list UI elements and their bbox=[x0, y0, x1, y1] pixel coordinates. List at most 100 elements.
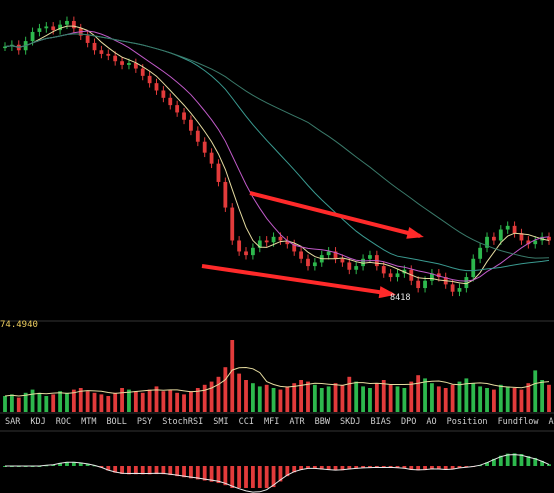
histogram-bar bbox=[189, 466, 193, 479]
histogram-bar bbox=[533, 457, 538, 466]
volume-bar bbox=[99, 394, 104, 412]
candle-body bbox=[65, 20, 69, 25]
histogram-bar bbox=[485, 462, 489, 466]
histogram-bar bbox=[436, 466, 441, 470]
volume-bar bbox=[237, 373, 242, 412]
indicator-tab[interactable]: DPO bbox=[401, 417, 417, 427]
indicator-tab[interactable]: SMI bbox=[213, 417, 229, 427]
histogram-bar bbox=[120, 466, 124, 474]
indicator-tab[interactable]: AO bbox=[426, 417, 437, 427]
histogram-bar bbox=[278, 466, 283, 482]
histogram-bar bbox=[195, 466, 200, 480]
indicator-tab[interactable]: BOLL bbox=[106, 417, 127, 427]
indicator-tab[interactable]: ROC bbox=[55, 417, 72, 427]
histogram-bar bbox=[430, 466, 434, 470]
indicator-tab[interactable]: KDJ bbox=[30, 417, 46, 427]
candle-body bbox=[51, 26, 56, 31]
candle-body bbox=[271, 236, 276, 243]
volume-bar bbox=[464, 378, 469, 412]
histogram-bar bbox=[374, 466, 379, 468]
volume-bar bbox=[209, 381, 214, 412]
trend-arrow bbox=[201, 264, 393, 296]
volume-bar bbox=[512, 388, 517, 412]
histogram-bar bbox=[519, 454, 524, 466]
volume-bar bbox=[58, 391, 62, 412]
histogram-bar bbox=[450, 466, 455, 470]
volume-bar bbox=[230, 340, 235, 412]
volume-bar bbox=[319, 388, 324, 412]
indicator-tab[interactable]: Fundflow bbox=[497, 417, 539, 427]
volume-bar bbox=[395, 386, 400, 412]
candle-body bbox=[354, 266, 359, 270]
indicator-tab[interactable]: MFI bbox=[263, 417, 280, 427]
candle-body bbox=[3, 46, 7, 49]
candle-body bbox=[37, 28, 42, 32]
candle-body bbox=[340, 258, 345, 263]
indicator-tab[interactable]: SAR bbox=[5, 417, 21, 427]
histogram-bar bbox=[395, 466, 400, 468]
histogram-bar bbox=[354, 466, 359, 469]
indicator-tab[interactable]: Position bbox=[446, 417, 488, 427]
candle-body bbox=[30, 31, 35, 42]
volume-bar bbox=[306, 381, 310, 412]
histogram-bar bbox=[361, 466, 365, 469]
volume-bar bbox=[492, 389, 496, 412]
histogram-bar bbox=[505, 453, 510, 466]
indicator-tab[interactable]: AI-NetVOL bbox=[548, 417, 554, 427]
candle-body bbox=[44, 26, 49, 29]
candle-body bbox=[547, 236, 551, 241]
volume-bar bbox=[285, 386, 290, 412]
volume-bar bbox=[450, 384, 455, 412]
volume-bar bbox=[374, 383, 379, 412]
volume-bar bbox=[457, 381, 462, 412]
candle-body bbox=[361, 258, 365, 267]
candle-body bbox=[92, 42, 97, 51]
volume-bar bbox=[168, 389, 173, 412]
indicator-tab[interactable]: ATR bbox=[289, 417, 305, 427]
volume-bar bbox=[519, 389, 524, 412]
candle-body bbox=[140, 68, 145, 76]
volume-bar bbox=[409, 381, 414, 412]
indicator-tab[interactable]: SKDJ bbox=[340, 417, 361, 427]
volume-bar bbox=[9, 394, 14, 412]
indicator-tab[interactable]: BBW bbox=[314, 417, 331, 427]
candle-body bbox=[127, 63, 131, 65]
volume-bar bbox=[326, 386, 331, 412]
volume-bar bbox=[147, 389, 152, 412]
indicator-tab[interactable]: StochRSI bbox=[162, 417, 204, 427]
moving-average-line bbox=[4, 33, 550, 272]
histogram-bar bbox=[175, 466, 180, 477]
indicator-tab[interactable]: PSY bbox=[136, 417, 153, 427]
indicator-tab[interactable]: CCI bbox=[238, 417, 254, 427]
histogram-bar bbox=[381, 466, 386, 468]
histogram-bar bbox=[65, 461, 69, 466]
volume-bar bbox=[361, 386, 365, 412]
candle-body bbox=[512, 225, 517, 234]
volume-bar bbox=[333, 383, 338, 412]
histogram-bar bbox=[526, 456, 531, 466]
volume-bar bbox=[505, 386, 510, 412]
candle-body bbox=[471, 258, 476, 278]
volume-bar bbox=[547, 384, 551, 412]
histogram-bar bbox=[312, 466, 317, 469]
histogram-bar bbox=[340, 466, 345, 471]
histogram-bar bbox=[492, 458, 496, 466]
candle-body bbox=[436, 273, 441, 278]
volume-bar bbox=[264, 384, 269, 412]
indicator-tab[interactable]: BIAS bbox=[370, 417, 391, 427]
histogram-bar bbox=[168, 466, 173, 476]
volume-bar bbox=[175, 392, 180, 412]
candle-body bbox=[464, 277, 469, 289]
volume-bar bbox=[161, 391, 166, 412]
histogram-bar bbox=[51, 464, 56, 466]
candle-body bbox=[299, 251, 304, 259]
histogram-signal-line bbox=[5, 454, 550, 493]
volume-bar bbox=[216, 376, 221, 412]
histogram-bar bbox=[237, 466, 242, 488]
histogram-bar bbox=[299, 466, 304, 470]
candle-body bbox=[237, 240, 242, 252]
indicator-tab[interactable]: MTM bbox=[81, 417, 97, 427]
volume-bar bbox=[430, 383, 434, 412]
